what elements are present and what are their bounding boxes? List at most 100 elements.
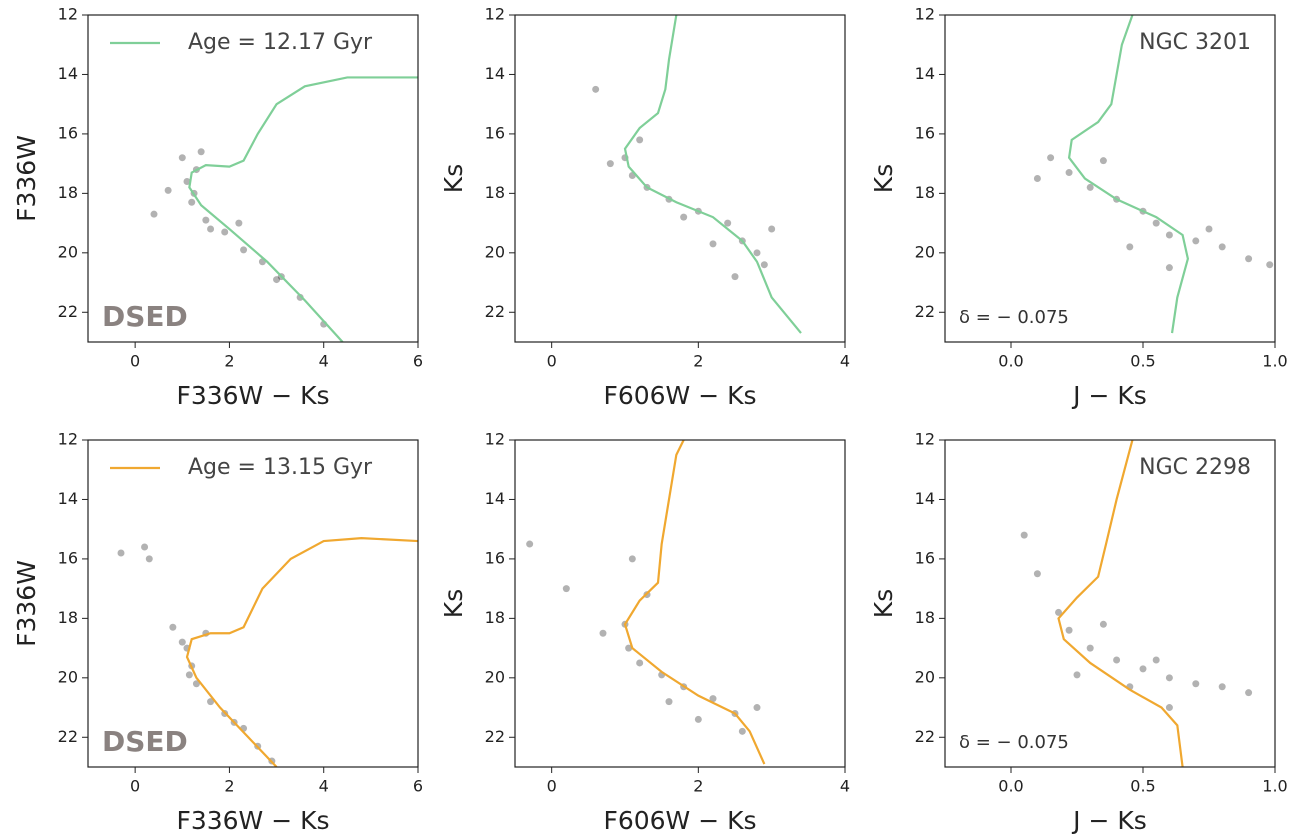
y-tick-label: 18: [58, 183, 78, 202]
y-tick-label: 22: [915, 302, 935, 321]
x-tick-label: 1.0: [1262, 777, 1287, 796]
panel: 0 2 4 12 14 16 18 20 22 F606W − Ks Ks: [439, 430, 850, 836]
y-axis-label: Ks: [869, 589, 898, 618]
star: [1047, 154, 1055, 162]
star: [636, 136, 644, 144]
star: [709, 695, 717, 703]
x-tick-label: 0.5: [1130, 777, 1155, 796]
star: [197, 148, 205, 156]
y-tick-label: 14: [915, 64, 935, 83]
y-tick-label: 14: [485, 64, 505, 83]
x-tick-label: 0.5: [1130, 352, 1155, 371]
star: [273, 276, 281, 284]
axes-frame: [87, 439, 419, 768]
plot-area: [117, 536, 418, 767]
star: [207, 225, 215, 233]
star: [164, 186, 172, 194]
y-tick-label: 12: [485, 5, 505, 24]
star: [221, 228, 229, 236]
star: [1073, 671, 1081, 679]
star: [178, 638, 186, 646]
x-tick-label: 0: [547, 352, 557, 371]
y-tick-label: 18: [485, 608, 505, 627]
x-axis-label: F336W − Ks: [176, 381, 329, 410]
star: [1266, 261, 1274, 269]
x-tick-label: 0.0: [998, 777, 1023, 796]
star: [183, 177, 191, 185]
star: [1165, 674, 1173, 682]
star: [1065, 626, 1073, 634]
x-tick-label: 4: [840, 352, 850, 371]
y-axis-label: Ks: [439, 164, 468, 193]
x-tick-label: 4: [319, 777, 329, 796]
star: [1099, 157, 1107, 165]
star: [202, 216, 210, 224]
star: [145, 555, 153, 563]
star: [592, 85, 600, 93]
star: [1033, 570, 1041, 578]
star: [1020, 531, 1028, 539]
y-tick-label: 14: [58, 489, 78, 508]
y-tick-label: 14: [915, 489, 935, 508]
y-tick-label: 12: [58, 430, 78, 449]
x-tick-label: 4: [319, 352, 329, 371]
star: [724, 219, 732, 227]
panel: 0 2 4 12 14 16 18 20 22 F606W − Ks Ks: [439, 5, 850, 411]
axes-frame: [514, 14, 846, 343]
plot-area: [1033, 15, 1274, 334]
axes-frame: [944, 14, 1276, 343]
star: [141, 543, 149, 551]
star: [738, 727, 746, 735]
star: [207, 698, 215, 706]
y-tick-label: 18: [58, 608, 78, 627]
star: [1065, 169, 1073, 177]
star: [1218, 683, 1226, 691]
annotation: δ = − 0.075: [959, 732, 1069, 753]
star: [169, 623, 177, 631]
y-tick-label: 12: [58, 5, 78, 24]
star: [768, 225, 776, 233]
star: [1245, 255, 1253, 263]
y-tick-label: 14: [58, 64, 78, 83]
star: [192, 680, 200, 688]
star: [1086, 644, 1094, 652]
y-tick-label: 12: [915, 5, 935, 24]
x-tick-label: 2: [224, 777, 234, 796]
star: [1152, 656, 1160, 664]
axes-frame: [514, 439, 846, 768]
panel: 0 2 4 6 12 14 16 18 20 22 F336W − Ks F336W Age = 12.…: [12, 5, 423, 411]
star: [1099, 620, 1107, 628]
y-tick-label: 12: [915, 430, 935, 449]
y-tick-label: 22: [58, 302, 78, 321]
isochrone: [185, 536, 418, 767]
y-tick-label: 20: [485, 667, 505, 686]
star: [562, 585, 570, 593]
x-tick-label: 2: [693, 352, 703, 371]
star: [526, 540, 534, 548]
star: [1205, 225, 1213, 233]
star: [709, 240, 717, 248]
x-tick-label: 0.0: [998, 352, 1023, 371]
star: [1165, 231, 1173, 239]
y-tick-label: 20: [58, 667, 78, 686]
star: [636, 659, 644, 667]
y-tick-label: 20: [485, 242, 505, 261]
star: [628, 555, 636, 563]
y-tick-label: 22: [915, 727, 935, 746]
panel: 0 2 4 6 12 14 16 18 20 22 F336W − Ks F336W Age = 13.…: [12, 430, 423, 836]
star: [150, 210, 158, 218]
plot-area: [150, 76, 418, 342]
star: [1245, 689, 1253, 697]
x-tick-label: 0: [547, 777, 557, 796]
star: [235, 219, 243, 227]
isochrone: [188, 76, 418, 342]
y-tick-label: 16: [485, 548, 505, 567]
y-tick-label: 22: [485, 727, 505, 746]
annotation: NGC 3201: [1139, 30, 1251, 55]
y-tick-label: 18: [915, 183, 935, 202]
star: [1218, 243, 1226, 251]
plot-area: [592, 15, 802, 334]
star: [1113, 656, 1121, 664]
y-tick-label: 20: [915, 242, 935, 261]
